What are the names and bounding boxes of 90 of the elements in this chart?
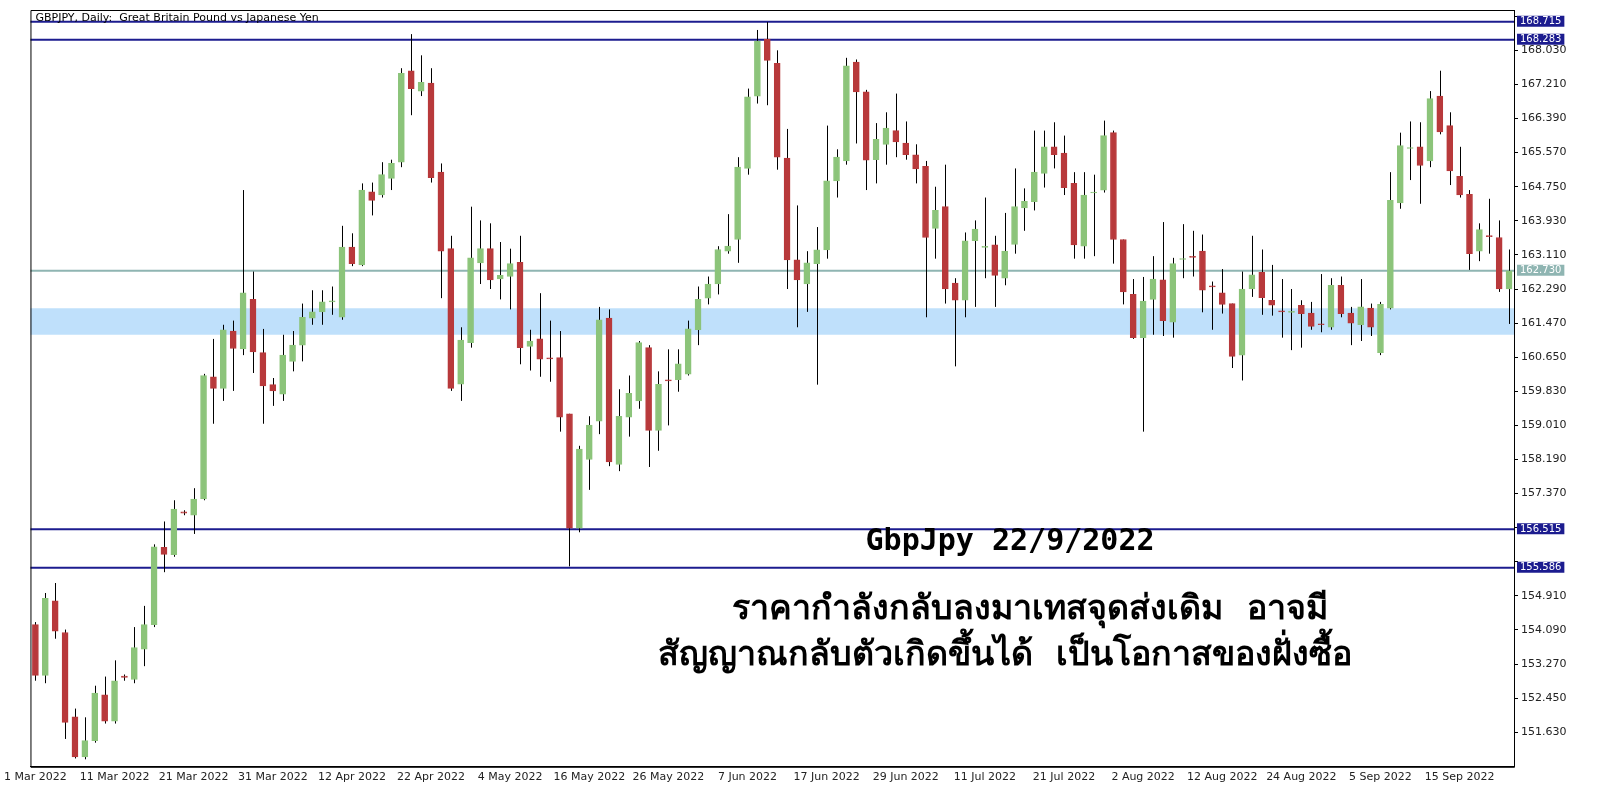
candlestick [546,320,554,383]
y-tick-label: 160.650 [1521,350,1567,364]
candlestick [1050,121,1058,169]
candlestick [229,320,237,392]
ref-line-label: 156.515 [1520,522,1562,534]
y-tick-label: 159.830 [1521,384,1567,398]
candlestick [368,182,376,216]
y-tick-label: 152.450 [1521,691,1567,705]
x-tick-label: 16 May 2022 [553,770,626,784]
candlestick [269,377,277,407]
candlestick [724,213,732,255]
candlestick [1268,264,1276,317]
candlestick [833,148,840,199]
candlestick [407,33,415,116]
candlestick [665,348,672,426]
candlestick [388,159,395,191]
x-tick-label: 21 Mar 2022 [158,770,229,784]
y-tick-label: 161.470 [1521,315,1567,329]
y-tick-label: 159.010 [1521,418,1567,432]
y-tick-label: 154.090 [1521,622,1567,636]
x-tick-label: 31 Mar 2022 [237,770,308,784]
candlestick [1347,306,1355,346]
x-tick-label: 1 Mar 2022 [4,770,67,784]
candlestick [1278,278,1285,339]
y-tick-label: 157.370 [1521,486,1567,500]
y-tick-label: 167.210 [1521,77,1567,91]
candlestick [1307,301,1315,331]
x-tick-label: 15 Sep 2022 [1424,770,1495,784]
candlestick [951,277,959,367]
x-tick-label: 17 Jun 2022 [793,770,860,784]
x-tick-label: 12 Aug 2022 [1187,770,1258,784]
x-tick-label: 5 Sep 2022 [1349,770,1412,784]
x-tick-label: 22 Apr 2022 [397,770,466,784]
candlestick [1367,303,1374,337]
x-tick-label: 12 Apr 2022 [317,770,386,784]
y-tick-label: 163.930 [1521,213,1567,227]
ref-line-label: 168.283 [1520,33,1562,45]
x-tick-label: 4 May 2022 [477,770,543,784]
y-tick-label: 151.630 [1521,725,1567,739]
y-tick-label: 163.110 [1521,247,1567,261]
candlestick [1317,273,1325,333]
candlestick [190,487,197,535]
candlestick [763,21,771,106]
candlestick [210,338,217,425]
candlestick [674,348,682,393]
candlestick [318,289,326,326]
candlestick [1298,299,1305,349]
candlestick [289,330,296,372]
x-tick-label: 26 May 2022 [632,770,705,784]
candlestick [1218,268,1226,315]
y-tick-label: 158.190 [1521,452,1567,466]
candlestick [1456,146,1463,199]
y-tick-label: 168.030 [1521,43,1567,57]
candlestick [902,120,910,161]
y-tick-label: 166.390 [1521,111,1567,125]
x-tick-label: 24 Aug 2022 [1266,770,1337,784]
candlestick [477,219,484,285]
candlestick [1357,278,1365,342]
x-tick-label: 29 Jun 2022 [872,770,939,784]
ref-line-label: 162.730 [1520,264,1562,276]
x-tick-label: 11 Mar 2022 [79,770,150,784]
candlestick [1476,222,1483,262]
x-tick-label: 7 Jun 2022 [717,770,778,784]
candlestick [625,375,633,438]
ref-line-label: 155.586 [1520,561,1562,573]
candlestick [140,605,148,667]
y-tick-label: 154.910 [1521,588,1567,602]
candlestick [1288,288,1295,351]
y-tick-label: 153.270 [1521,656,1567,670]
x-tick-label: 21 Jul 2022 [1032,770,1096,784]
candlestick [536,292,544,378]
x-tick-label: 2 Aug 2022 [1111,770,1175,784]
ref-line-label: 168.715 [1520,15,1562,27]
annotation: GbpJpy 22/9/2022 [865,521,1155,557]
annotation: ราคากำลังกลับลงมาเทสจุดส่งเดิม อาจมี [732,586,1328,629]
annotation: สัญญาณกลับตัวเกิดขึ้นได้ เป็นโอกาสของฝั่งซื้อ [657,627,1353,674]
chart-title: GBPJPY, Daily: Great Britain Pound vs Japanese Yen [35,10,319,24]
y-tick-label: 164.750 [1521,179,1567,193]
candlestick [1090,174,1097,257]
candlestick [932,186,939,260]
candlestick [813,226,821,386]
candlestick [328,286,336,316]
candlestick [378,161,385,199]
candlestick [1209,281,1216,331]
y-tick-label: 162.290 [1521,281,1567,295]
candlestick [912,143,919,184]
candlestick [1021,187,1028,232]
x-tick-label: 11 Jul 2022 [953,770,1017,784]
candlestick [496,241,504,300]
y-tick-label: 165.570 [1521,145,1567,159]
